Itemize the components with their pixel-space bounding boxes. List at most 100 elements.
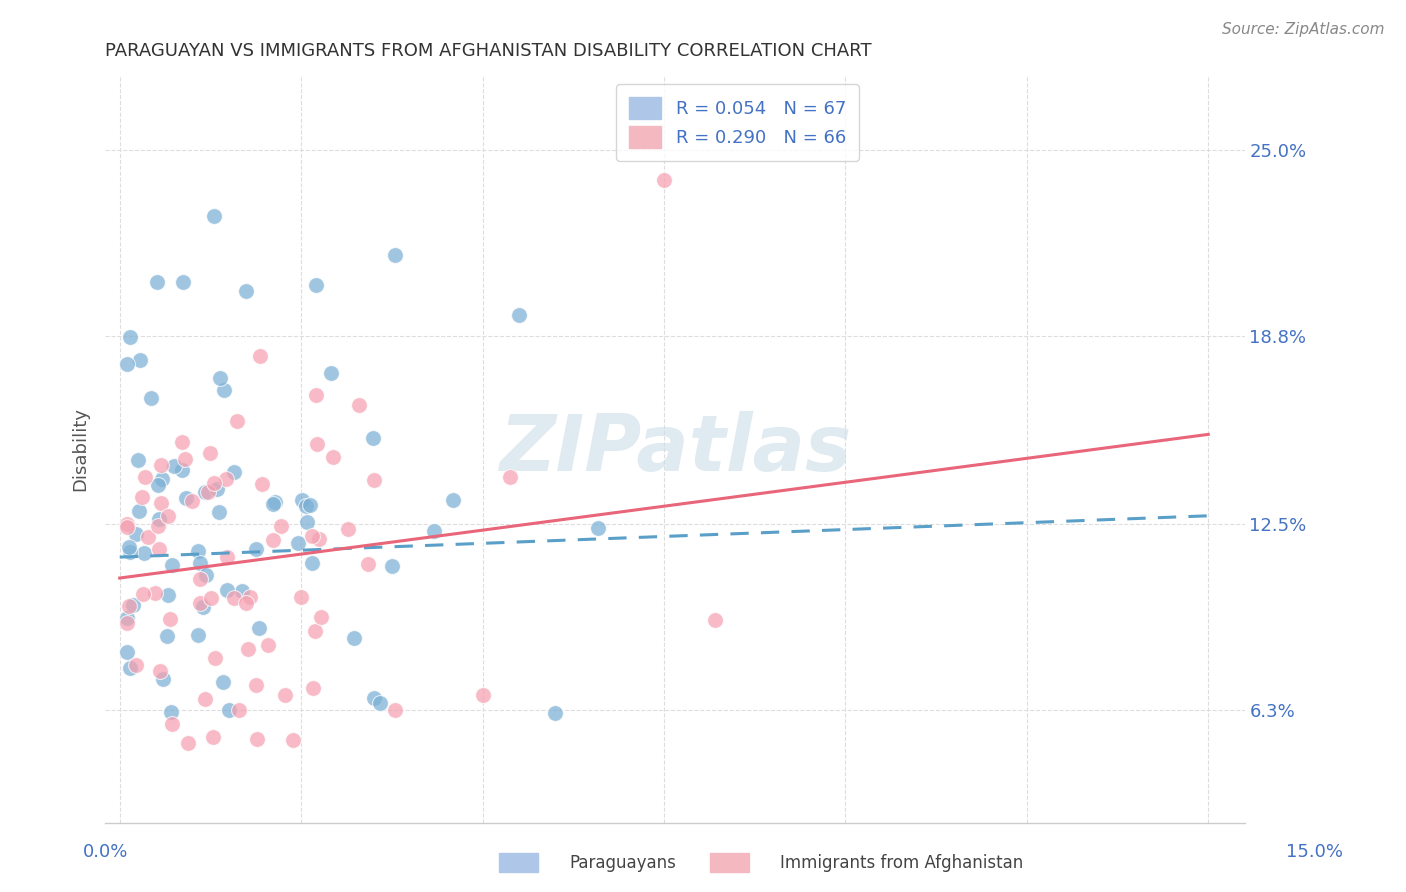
Point [343, 631, 366, 645]
Point [115, 516, 138, 531]
Point [262, 533, 284, 547]
Point [212, 675, 235, 690]
Point [131, 490, 153, 504]
Point [252, 477, 274, 491]
Point [202, 730, 225, 744]
Point [262, 497, 284, 511]
Point [181, 493, 204, 508]
Text: ZIPatlas: ZIPatlas [499, 411, 851, 487]
Point [174, 451, 197, 466]
Point [499, 470, 522, 484]
Point [208, 371, 231, 385]
Point [156, 589, 179, 603]
Text: Immigrants from Afghanistan: Immigrants from Afghanistan [780, 854, 1024, 871]
Point [586, 521, 609, 535]
Point [322, 450, 344, 465]
Point [384, 703, 406, 717]
Point [148, 512, 170, 526]
Point [188, 557, 211, 571]
Point [652, 173, 675, 187]
Point [215, 582, 238, 597]
Point [132, 546, 155, 560]
Text: 0.0%: 0.0% [83, 843, 128, 861]
Point [245, 678, 267, 692]
Point [299, 498, 322, 512]
Text: Paraguayans: Paraguayans [569, 854, 676, 871]
Point [235, 285, 257, 299]
Point [194, 692, 217, 706]
Point [202, 476, 225, 491]
Point [222, 591, 245, 605]
Point [115, 611, 138, 625]
Point [703, 613, 725, 627]
Point [156, 629, 179, 643]
Point [200, 591, 222, 605]
Point [384, 248, 406, 262]
Point [321, 366, 343, 380]
Point [295, 499, 318, 513]
Point [368, 696, 391, 710]
Point [544, 706, 567, 720]
Point [191, 600, 214, 615]
Point [202, 209, 225, 223]
Point [245, 541, 267, 556]
Point [152, 672, 174, 686]
Point [287, 536, 309, 550]
Point [174, 491, 197, 506]
Point [148, 541, 170, 556]
Point [149, 664, 172, 678]
Text: 15.0%: 15.0% [1286, 843, 1343, 861]
Point [290, 591, 312, 605]
Point [217, 550, 239, 565]
Point [157, 508, 180, 523]
Point [214, 384, 236, 398]
Point [118, 330, 141, 344]
Point [134, 470, 156, 484]
Point [150, 496, 173, 510]
Point [304, 624, 326, 639]
Point [128, 353, 150, 368]
Point [162, 558, 184, 572]
Point [146, 519, 169, 533]
Point [226, 414, 249, 428]
Point [150, 473, 173, 487]
Point [471, 688, 494, 702]
Point [308, 533, 330, 547]
Point [215, 472, 238, 486]
Point [218, 703, 240, 717]
Point [249, 349, 271, 363]
Point [141, 392, 163, 406]
Point [246, 732, 269, 747]
Point [291, 492, 314, 507]
Point [357, 557, 380, 571]
Point [194, 484, 217, 499]
Point [159, 705, 181, 719]
Point [363, 431, 385, 445]
Point [301, 529, 323, 543]
Point [301, 681, 323, 695]
Point [149, 458, 172, 472]
Point [197, 484, 219, 499]
Point [295, 515, 318, 529]
Point [247, 622, 270, 636]
Point [177, 736, 200, 750]
Point [224, 465, 246, 479]
Point [159, 612, 181, 626]
Point [239, 590, 262, 604]
Point [231, 584, 253, 599]
Point [145, 586, 167, 600]
Point [508, 308, 530, 322]
Point [274, 689, 297, 703]
Point [270, 519, 292, 533]
Point [127, 453, 149, 467]
Point [305, 388, 328, 402]
Point [257, 639, 280, 653]
Legend: R = 0.054   N = 67, R = 0.290   N = 66: R = 0.054 N = 67, R = 0.290 N = 66 [616, 84, 859, 161]
Point [125, 658, 148, 673]
Point [115, 616, 138, 631]
Point [347, 398, 370, 412]
Point [363, 473, 385, 487]
Point [125, 526, 148, 541]
Point [264, 495, 287, 509]
Point [305, 437, 328, 451]
